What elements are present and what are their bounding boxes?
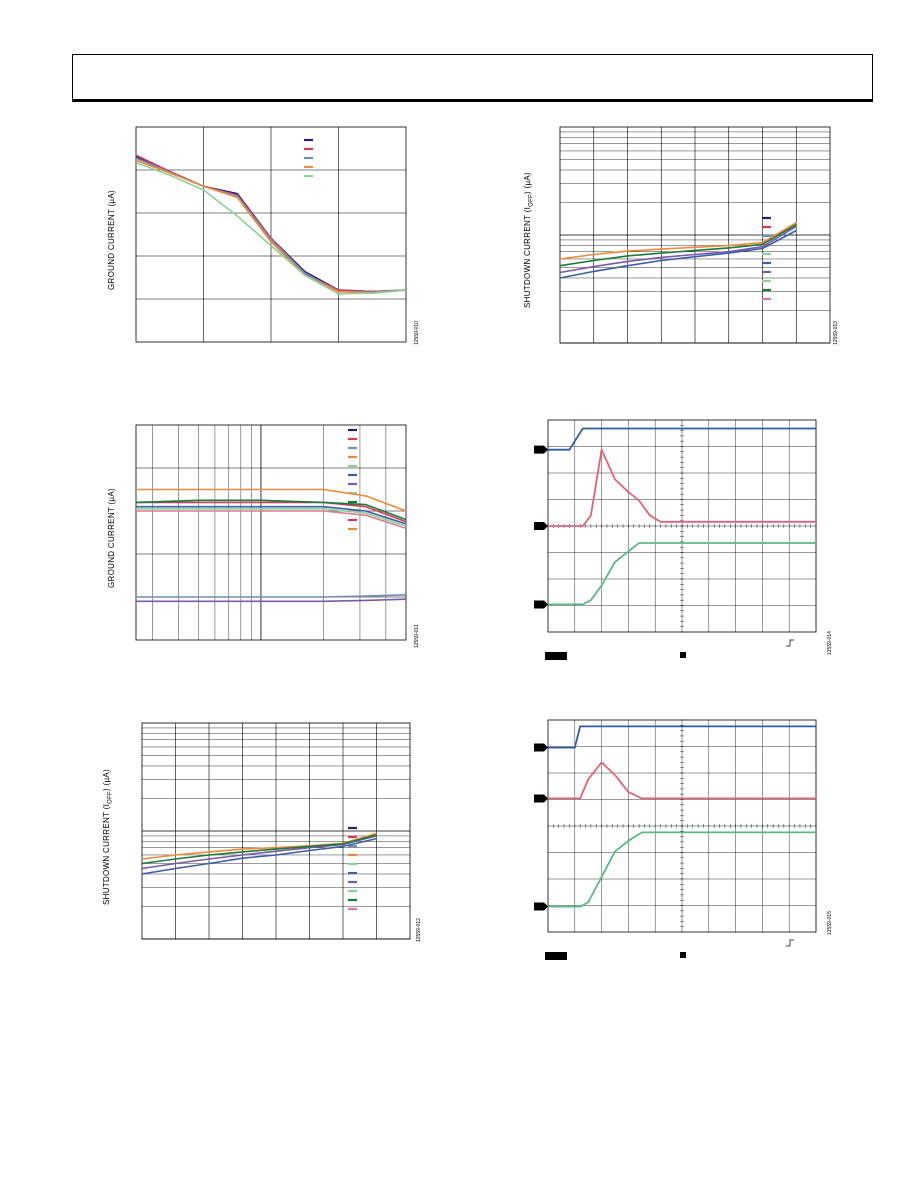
fig13-ylabel-sub: OFF — [528, 193, 535, 207]
series-line-5 — [135, 161, 407, 295]
chart-legend — [348, 428, 357, 531]
series-line-3 — [548, 542, 816, 606]
scope-footer-square — [680, 652, 686, 658]
fig12-ylabel-text: SHUTDOWN CURRENT (I — [102, 803, 111, 905]
chart-shutdown-current-left — [98, 716, 428, 946]
fig12-ylabel-sub: OFF — [107, 790, 114, 804]
chart-ground-current-vs-voltage — [108, 120, 428, 350]
channel-marker — [534, 600, 548, 609]
fig10-ylabel: GROUND CURRENT (µA) — [107, 190, 116, 290]
series-line-6 — [136, 510, 407, 529]
scope-footer-block — [545, 952, 567, 960]
chart-legend — [304, 138, 313, 178]
series-line-4 — [136, 505, 407, 525]
series-line-2 — [548, 761, 816, 800]
series-line-2 — [136, 501, 407, 523]
series-line-2 — [548, 448, 816, 527]
fig13-svg — [559, 126, 831, 344]
fig12-id: 12559-012 — [416, 918, 422, 942]
fig12-svg — [141, 722, 411, 940]
page-header-frame — [72, 54, 873, 102]
channel-marker — [534, 743, 548, 752]
series-line-1 — [141, 837, 377, 875]
chart-legend — [348, 826, 357, 911]
series-line-1 — [559, 229, 797, 279]
plot-frame — [135, 424, 407, 641]
fig11-id: 12559-011 — [414, 624, 420, 648]
fig10-svg — [135, 126, 407, 343]
chart-legend — [762, 216, 771, 301]
trigger-icon — [786, 939, 794, 947]
fig12-ylabel-end: ) (µA) — [102, 769, 111, 791]
series-line-4 — [559, 223, 797, 267]
series-line-3 — [559, 225, 797, 274]
fig13-id: 12559-013 — [833, 321, 839, 345]
channel-marker — [534, 902, 548, 911]
fig14-svg — [534, 419, 817, 660]
series-line-8 — [136, 598, 407, 603]
series-line-7 — [136, 594, 407, 598]
series-line-3 — [135, 499, 407, 521]
fig15-plot — [534, 719, 817, 960]
series-line-1 — [136, 488, 407, 512]
fig11-svg — [135, 424, 407, 641]
series-line-4 — [141, 834, 377, 865]
scope-footer-square — [680, 952, 686, 958]
fig10-id: 12559-010 — [414, 321, 420, 345]
series-line-1 — [548, 427, 816, 451]
fig13-ylabel: SHUTDOWN CURRENT (IOFF) (µA) — [523, 172, 535, 308]
fig15-id: 12559-015 — [827, 911, 833, 935]
channel-marker — [534, 522, 548, 530]
fig15-svg — [534, 719, 817, 960]
fig11-plot — [135, 424, 407, 641]
fig13-ylabel-text: SHUTDOWN CURRENT (I — [523, 206, 532, 308]
scope-capture-startup-2 — [530, 715, 840, 970]
series-line-5 — [136, 508, 407, 527]
chart-ground-current-vs-load — [108, 418, 428, 650]
channel-marker — [534, 794, 548, 803]
fig10-plot — [135, 126, 407, 343]
fig12-plot — [141, 722, 411, 940]
fig14-id: 12559-014 — [827, 631, 833, 655]
fig13-plot — [559, 126, 831, 344]
series-line-2 — [559, 222, 797, 260]
chart-shutdown-current-right — [520, 120, 840, 350]
scope-footer-block — [545, 652, 567, 660]
trigger-icon — [786, 639, 794, 647]
fig11-ylabel: GROUND CURRENT (µA) — [107, 488, 116, 588]
fig14-plot — [534, 419, 817, 660]
fig13-ylabel-end: ) (µA) — [523, 172, 532, 194]
fig12-ylabel: SHUTDOWN CURRENT (IOFF) (µA) — [102, 769, 114, 905]
channel-marker — [534, 445, 548, 454]
series-line-1 — [548, 725, 816, 749]
series-line-3 — [548, 831, 816, 908]
scope-capture-startup-1 — [530, 415, 840, 670]
